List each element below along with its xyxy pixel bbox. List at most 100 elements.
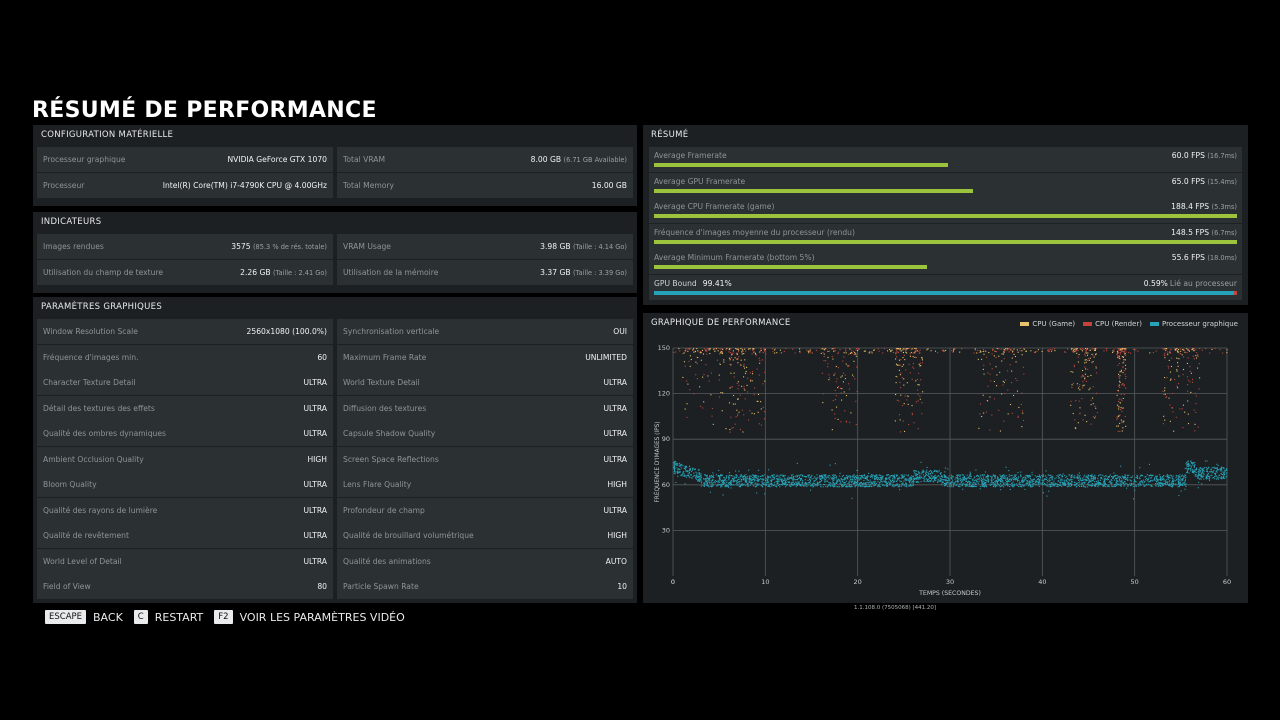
cpu-point bbox=[1121, 410, 1123, 412]
gpu-point bbox=[701, 480, 703, 482]
gpu-point bbox=[1172, 475, 1174, 477]
gpu-point bbox=[1033, 482, 1035, 485]
back-button[interactable]: ESCAPE BACK bbox=[45, 610, 123, 624]
restart-button[interactable]: C RESTART bbox=[133, 610, 203, 624]
gpu-point bbox=[882, 478, 884, 480]
cpu-point bbox=[1072, 371, 1074, 373]
setting-label: Qualité des ombres dynamiques bbox=[43, 429, 166, 438]
cpu-point bbox=[1007, 413, 1009, 415]
cpu-point bbox=[843, 391, 845, 393]
gpu-bound-row: GPU Bound 99.41% 0.59% Lié au processeur bbox=[649, 274, 1242, 300]
gpu-point bbox=[946, 480, 948, 482]
gpu-point bbox=[918, 473, 920, 475]
cpu-point bbox=[1078, 354, 1080, 356]
gpu-point bbox=[893, 481, 895, 483]
setting-lens-flare-quality: Lens Flare Quality HIGH bbox=[337, 472, 633, 497]
gpu-point bbox=[842, 485, 844, 487]
cpu-point bbox=[722, 348, 724, 351]
gpu-point bbox=[972, 482, 974, 484]
gpu-point bbox=[1009, 481, 1011, 483]
gpu-point bbox=[757, 484, 759, 486]
gpu-point bbox=[1058, 477, 1060, 479]
cpu-point bbox=[1016, 349, 1018, 351]
cpu-point bbox=[1124, 353, 1126, 355]
gpu-point bbox=[1085, 486, 1087, 488]
cpu-point bbox=[1048, 349, 1050, 351]
gpu-point bbox=[704, 480, 706, 482]
summary-ms: (5.3ms) bbox=[1211, 203, 1238, 212]
gpu-point bbox=[1025, 484, 1027, 486]
gpu-point bbox=[849, 486, 851, 488]
gpu-point bbox=[1095, 484, 1097, 486]
gpu-point bbox=[868, 483, 870, 485]
gpu-point bbox=[1180, 490, 1182, 492]
gpu-point bbox=[1162, 485, 1164, 487]
setting-label: Qualité des rayons de lumière bbox=[43, 505, 158, 515]
cpu-point bbox=[848, 388, 850, 390]
x-tick-label: 40 bbox=[1038, 578, 1046, 586]
gpu-point bbox=[874, 481, 876, 483]
gpu-point bbox=[1001, 480, 1003, 482]
gpu-point bbox=[895, 484, 897, 486]
gpu-point bbox=[1102, 484, 1104, 486]
summary-ms: (15.4ms) bbox=[1207, 177, 1237, 186]
cpu-point bbox=[1106, 350, 1108, 352]
gpu-point bbox=[804, 481, 806, 483]
gpu-point bbox=[959, 475, 961, 478]
gpu-point bbox=[720, 486, 722, 488]
gpu-point bbox=[1182, 478, 1184, 480]
setting-label: Utilisation du champ de texture bbox=[43, 267, 164, 277]
gpu-point bbox=[1148, 475, 1150, 477]
setting-character-texture-detail: Character Texture Detail ULTRA bbox=[37, 370, 333, 395]
gpu-point bbox=[1057, 485, 1059, 488]
cpu-point bbox=[853, 350, 855, 352]
gpu-point bbox=[741, 479, 743, 481]
gpu-point bbox=[1181, 475, 1183, 477]
cpu-point bbox=[1116, 425, 1118, 427]
gpu-point bbox=[882, 475, 884, 477]
cpu-point bbox=[983, 353, 985, 355]
gpu-point bbox=[956, 476, 959, 478]
cpu-point bbox=[871, 351, 873, 353]
video-settings-button[interactable]: F2 VOIR LES PARAMÈTRES VIDÉO bbox=[214, 610, 405, 624]
gpu-point bbox=[1103, 481, 1105, 483]
cpu-point bbox=[1214, 348, 1216, 350]
cpu-point bbox=[1193, 409, 1195, 411]
gpu-point bbox=[944, 475, 946, 477]
gpu-point bbox=[1052, 482, 1054, 484]
gpu-point bbox=[909, 485, 911, 487]
gpu-point bbox=[1108, 484, 1110, 486]
gpu-point bbox=[733, 477, 735, 479]
gpu-point bbox=[907, 475, 909, 477]
cpu-point bbox=[1165, 349, 1167, 351]
gpu-point bbox=[755, 486, 757, 488]
cpu-point bbox=[837, 385, 840, 388]
settings-row: Qualité des rayons de lumière ULTRA Profon… bbox=[37, 497, 633, 524]
cpu-point bbox=[741, 352, 743, 354]
cpu-point bbox=[1074, 350, 1076, 352]
gpu-point bbox=[1221, 478, 1223, 480]
cpu-point bbox=[736, 358, 738, 360]
cpu-point bbox=[728, 402, 731, 404]
cpu-point bbox=[1170, 352, 1172, 354]
cpu-point bbox=[1025, 350, 1028, 352]
gpu-point bbox=[1108, 476, 1110, 478]
cpu-point bbox=[820, 352, 822, 354]
gpu-point bbox=[971, 484, 973, 486]
cpu-point bbox=[917, 400, 919, 402]
gpu-point bbox=[1048, 474, 1050, 476]
gpu-point bbox=[1070, 482, 1072, 484]
gpu-point bbox=[1023, 485, 1025, 487]
gpu-point bbox=[736, 480, 738, 482]
cpu-point bbox=[1120, 369, 1122, 371]
gpu-point bbox=[1008, 478, 1011, 481]
setting-value-text: ULTRA bbox=[603, 454, 627, 464]
gpu-point bbox=[1026, 480, 1028, 482]
setting-bloom-quality: Bloom Quality ULTRA bbox=[37, 472, 333, 497]
gpu-point bbox=[1198, 474, 1201, 476]
cpu-point bbox=[834, 372, 836, 375]
gpu-point bbox=[1044, 478, 1046, 481]
cpu-point bbox=[684, 365, 686, 367]
gpu-point bbox=[916, 470, 918, 472]
cpu-point bbox=[1222, 352, 1224, 354]
